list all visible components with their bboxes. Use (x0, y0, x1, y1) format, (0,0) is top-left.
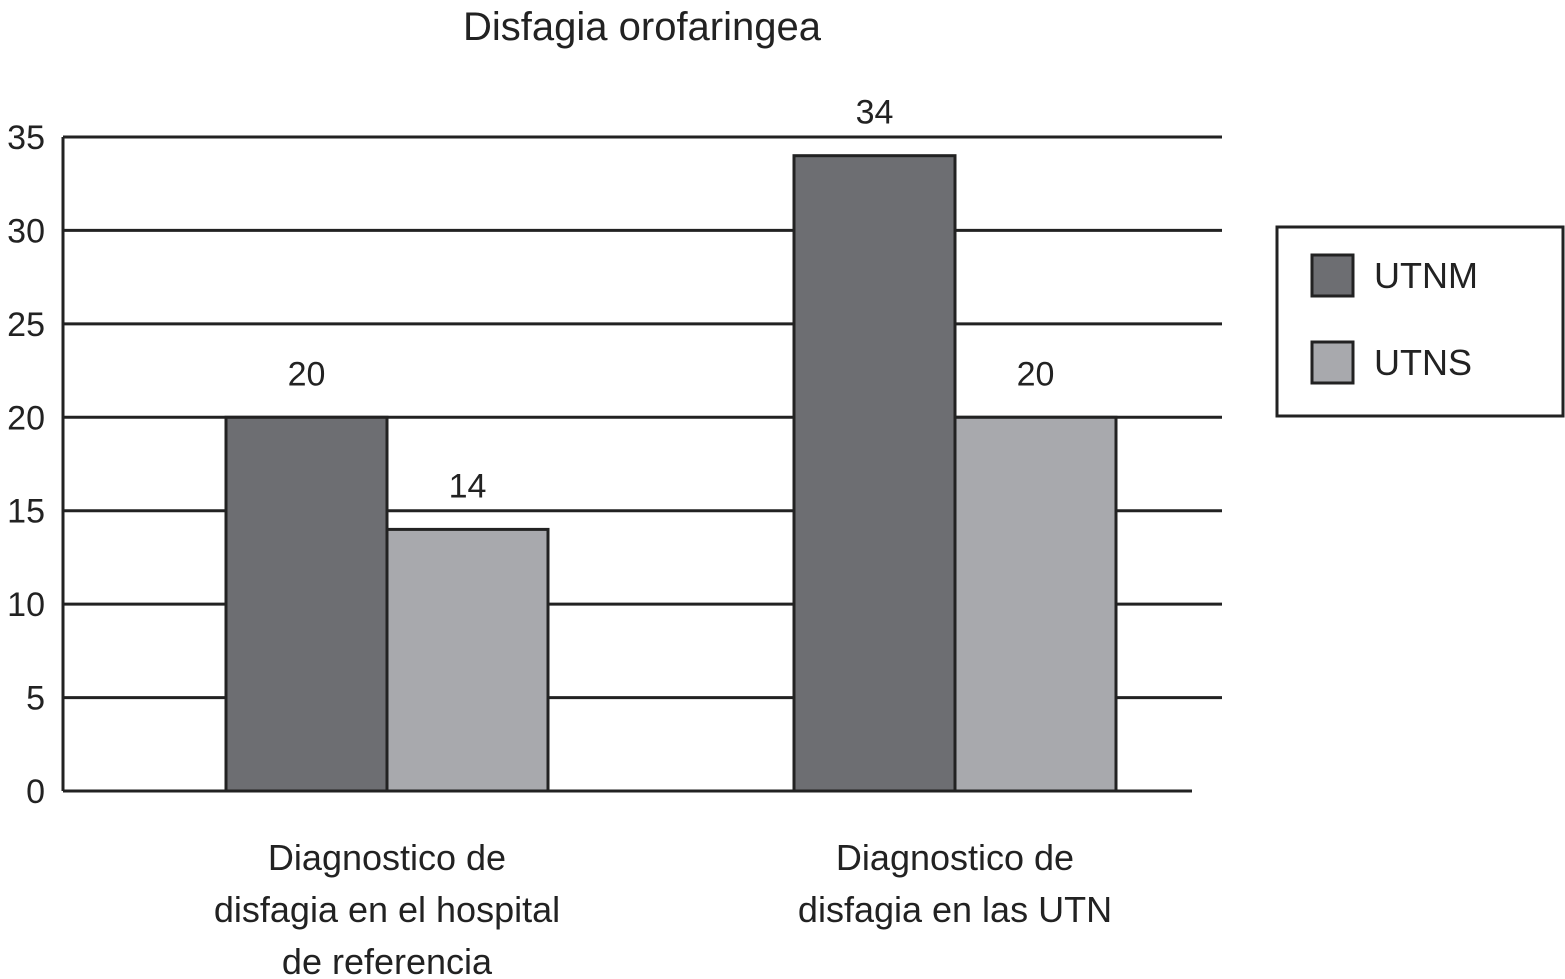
x-axis-categories: Diagnostico de disfagia en el hospital de … (214, 837, 1112, 979)
bar-utns-2 (953, 415, 1118, 793)
category-label-1-line-2: disfagia en el hospital (214, 889, 560, 930)
bar-utnm-1 (224, 415, 389, 793)
category-label-2-line-2: disfagia en las UTN (798, 889, 1112, 930)
legend: UTNM UTNS (1275, 225, 1565, 418)
data-label-utns-1: 14 (449, 467, 487, 505)
y-tick-label-30: 30 (7, 212, 45, 250)
y-tick-label-5: 5 (26, 680, 45, 718)
data-label-utnm-1: 20 (288, 355, 326, 393)
data-label-utns-2: 20 (1017, 355, 1055, 393)
bar-utns-1 (385, 527, 550, 793)
data-labels: 20 34 14 20 (288, 94, 1055, 506)
legend-swatch-utnm (1310, 253, 1355, 298)
data-label-utnm-2: 34 (856, 94, 894, 132)
y-tick-label-20: 20 (7, 399, 45, 437)
chart-title: Disfagia orofaringea (463, 5, 822, 49)
y-tick-label-35: 35 (7, 119, 45, 157)
category-label-2-line-1: Diagnostico de (836, 837, 1074, 878)
y-tick-label-10: 10 (7, 586, 45, 624)
legend-label-utnm: UTNM (1374, 255, 1478, 296)
y-tick-label-25: 25 (7, 306, 45, 344)
bars (224, 154, 1118, 793)
category-label-1-line-3: de referencia (282, 941, 493, 979)
legend-swatch-utns (1310, 340, 1355, 385)
category-label-1-line-1: Diagnostico de (268, 837, 506, 878)
y-tick-label-15: 15 (7, 493, 45, 531)
y-tick-label-0: 0 (26, 773, 45, 811)
legend-label-utns: UTNS (1374, 342, 1472, 383)
bar-utnm-2 (792, 154, 957, 793)
